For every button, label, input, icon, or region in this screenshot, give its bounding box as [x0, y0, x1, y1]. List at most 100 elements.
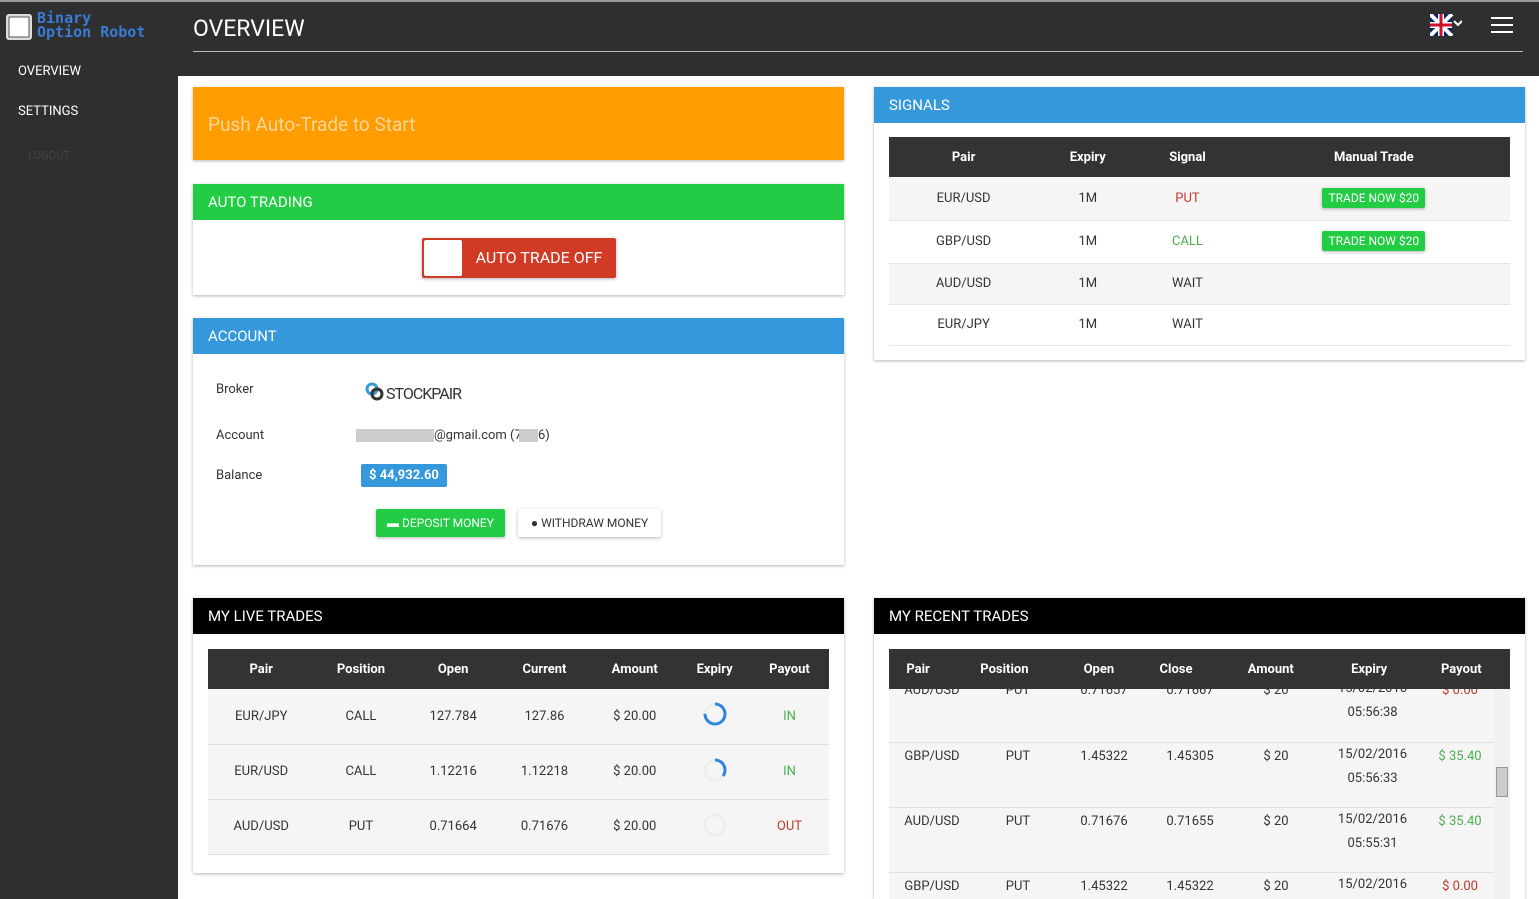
divider: [193, 51, 1523, 52]
column-header: Signal: [1137, 137, 1238, 177]
trade-row: GBP/USD PUT 1.45322 1.45322 $ 20 15/02/201605…: [889, 872, 1494, 899]
signal-row: GBP/USD 1M CALL TRADE NOW $20: [889, 220, 1510, 263]
column-header: Pair: [208, 649, 315, 689]
label: Broker: [216, 382, 254, 397]
cell: TRADE NOW $20: [1238, 177, 1510, 220]
label: Account: [216, 428, 265, 443]
nav-link[interactable]: OVERVIEW: [18, 64, 82, 79]
date: 15/02/2016: [1337, 811, 1408, 827]
header-row: Pair Position Open Current Amount Expiry Payou…: [208, 649, 829, 689]
trade-row: AUD/USD PUT 0.71676 0.71655 $ 20 15/02/2016 05…: [889, 807, 1494, 872]
cell: EUR/JPY: [235, 708, 288, 724]
auto-trade-toggle[interactable]: AUTO TRADE OFF: [422, 238, 616, 278]
cell: GBP/USD: [904, 878, 960, 894]
cell: EUR/USD: [234, 764, 289, 779]
cell: GBP/USD: [904, 748, 960, 764]
column-header: Amount: [590, 649, 680, 689]
logo-line: Option Robot: [37, 23, 146, 41]
trade-row: GBP/USD PUT 1.45322 1.45305 $ 20 15/02/2016 05…: [889, 742, 1494, 807]
column-header: Amount: [1215, 649, 1326, 689]
cell: 1M: [1078, 190, 1098, 206]
account-card: ACCOUNT Broker STOCKPAIR Account @gmail.…: [193, 318, 844, 565]
card-title: ACCOUNT: [193, 318, 844, 354]
cell: WAIT: [1172, 276, 1203, 291]
column-header: Payout: [749, 649, 829, 689]
cell: [679, 799, 750, 854]
signals-card: SIGNALS Pair Expiry Signal Manual Trade EUR/…: [874, 87, 1525, 360]
column-header: Open: [407, 649, 499, 689]
header-row: Pair Expiry Signal Manual Trade: [889, 137, 1510, 177]
trade-button[interactable]: TRADE NOW $20: [1322, 187, 1426, 208]
card-title: AUTO TRADING: [193, 184, 844, 220]
cell: 0.71657: [1080, 689, 1128, 698]
date: 15/02/2016: [1337, 746, 1408, 762]
cell: $ 20: [1263, 878, 1289, 894]
cell: 1.45322: [1080, 878, 1128, 894]
live-trades-card: MY LIVE TRADES Pair Position Open Current Am…: [193, 598, 844, 873]
cell: [679, 689, 750, 744]
button-label: AUTO TRADE OFF: [475, 248, 603, 267]
cell: 127.86: [524, 708, 565, 724]
cell: $ 20.00: [613, 764, 657, 779]
date: 15/02/2016: [1337, 876, 1408, 892]
cell: 0.71667: [1166, 689, 1214, 698]
email: 6): [538, 428, 550, 443]
column-header: Position: [947, 649, 1062, 689]
deposit-button[interactable]: ▬ DEPOSIT MONEY: [376, 509, 505, 537]
date: 15/02/2016: [1320, 689, 1425, 695]
cell: 0.71676: [1080, 813, 1128, 829]
withdraw-button[interactable]: ● WITHDRAW MONEY: [518, 509, 661, 537]
cell: EUR/JPY: [937, 317, 990, 332]
broker-icon: [365, 382, 384, 401]
logo-line: Binary: [37, 9, 92, 27]
sidebar: Binary Option Robot OVERVIEW SETTINGS LOG…: [0, 0, 178, 899]
recent-trades-card: MY RECENT TRADES Pair Position Open Close Am…: [874, 598, 1525, 899]
cell: IN: [783, 708, 796, 724]
signal-row: EUR/USD 1M PUT TRADE NOW $20: [889, 177, 1510, 220]
live-trades-table: Pair Position Open Current Amount Expiry Payou…: [208, 649, 829, 855]
card-title: MY RECENT TRADES: [874, 598, 1525, 634]
nav-link[interactable]: LOGOUT: [28, 149, 70, 162]
cell: [1238, 263, 1510, 304]
cell: PUT: [1005, 748, 1031, 764]
banner: Push Auto-Trade to Start: [193, 87, 844, 160]
cell: 1.45322: [1166, 878, 1214, 894]
cell: CALL: [1171, 234, 1203, 249]
trade-button[interactable]: TRADE NOW $20: [1322, 231, 1426, 251]
logo: Binary Option Robot: [37, 9, 146, 41]
cell: PUT: [1005, 878, 1031, 894]
nav-link[interactable]: SETTINGS: [18, 104, 79, 119]
cell: PUT: [348, 819, 374, 834]
cell: 15/02/2016 05:56:38: [1319, 689, 1426, 742]
cell: 1M: [1078, 234, 1098, 249]
cell: 0.71676: [520, 819, 569, 834]
cell: 15/02/2016 05:55:31: [1319, 807, 1426, 872]
language-select[interactable]: [1430, 14, 1462, 36]
cell: 1M: [1078, 276, 1098, 291]
scrollbar[interactable]: [1494, 689, 1510, 899]
column-header: Position: [314, 649, 408, 689]
column-header: Current: [498, 649, 591, 689]
cell: $ 20: [1263, 689, 1289, 698]
cell: 1M: [1078, 317, 1098, 332]
trade-row: EUR/USD CALL 1.12216 1.12218 $ 20.00 IN: [208, 744, 829, 799]
cell: 15/02/2016 05:56:33: [1319, 742, 1426, 807]
cell: $ 20: [1263, 748, 1289, 764]
cell: OUT: [776, 819, 803, 834]
cell: [679, 744, 750, 799]
column-header: Expiry: [1325, 649, 1413, 689]
cell: PUT: [1005, 689, 1031, 698]
email: @gmail.com (7: [434, 428, 522, 443]
cell: 1.45322: [1080, 748, 1128, 764]
column-header: Pair: [889, 137, 1039, 177]
cell: AUD/USD: [935, 276, 992, 291]
cell: 0.71664: [429, 819, 477, 834]
menu-button[interactable]: [1491, 16, 1513, 34]
cell: EUR/USD: [936, 190, 991, 206]
cell: CALL: [345, 764, 377, 779]
time: 05:56:38: [1347, 705, 1398, 720]
redacted: [519, 429, 538, 442]
label: Balance: [216, 468, 263, 483]
column-header: Close: [1136, 649, 1216, 689]
